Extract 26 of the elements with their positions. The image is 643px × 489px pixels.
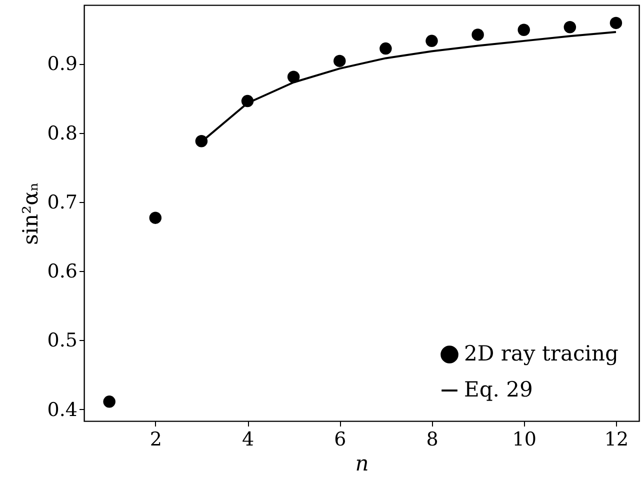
y-tick-label: 0.4 (47, 398, 78, 421)
point (518, 24, 530, 36)
x-tick-label: 8 (426, 428, 438, 450)
x-tick-label: 6 (334, 428, 346, 450)
point (334, 54, 346, 68)
x-tick-label: 2 (150, 428, 162, 450)
y-tick-label: 0.8 (47, 122, 78, 144)
x-tick-label: 10 (512, 428, 536, 450)
point (149, 212, 162, 224)
point (426, 34, 438, 48)
point (472, 28, 484, 41)
x-tick-label: 4 (242, 428, 254, 450)
y-tick-label: 0.5 (47, 330, 78, 352)
x-tick-label: 12 (604, 428, 629, 450)
point (610, 16, 622, 30)
point (564, 21, 576, 34)
legend-label: Eq. 29 (464, 378, 533, 402)
y-axis-title: sin²αₙ (18, 182, 42, 245)
point (103, 396, 116, 408)
legend-label: 2D ray tracing (464, 342, 618, 366)
y-tick-label: 0.9 (47, 53, 78, 76)
x-axis-title: n (355, 452, 369, 476)
point (287, 70, 300, 83)
y-tick-label: 0.7 (47, 191, 78, 214)
y-tick-label: 0.6 (47, 260, 78, 283)
point (380, 42, 392, 55)
